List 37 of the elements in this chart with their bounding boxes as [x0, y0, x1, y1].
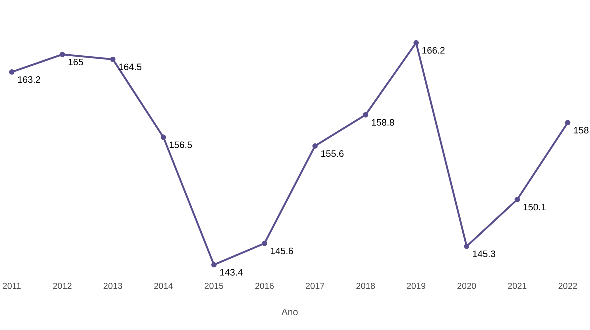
point	[514, 197, 520, 202]
x-tick-label: 2022	[558, 283, 578, 290]
x-tick-label: 2016	[256, 283, 274, 290]
point	[464, 244, 470, 250]
data-label: 156.5	[170, 142, 192, 148]
x-tick-label: 2012	[53, 283, 72, 290]
x-tick-label: 2018	[356, 283, 376, 290]
data-label: 150.1	[524, 204, 546, 211]
point	[9, 70, 15, 75]
data-label: 145.6	[271, 248, 294, 254]
x-tick-label: 2021	[508, 283, 527, 290]
data-label: 163.2	[18, 76, 40, 84]
point	[110, 56, 116, 62]
data-label: 166.2	[422, 47, 445, 54]
x-tick-label: 2013	[104, 283, 122, 290]
point	[565, 120, 571, 126]
x-tick-label: 2011	[3, 283, 21, 290]
point	[60, 52, 66, 58]
point	[212, 262, 217, 268]
x-tick-label: 2019	[407, 283, 426, 290]
data-label: 158	[574, 127, 589, 134]
point	[312, 144, 318, 149]
data-label: 143.4	[220, 269, 243, 276]
x-tick-label: 2014	[154, 283, 174, 290]
data-label: 145.3	[473, 250, 496, 258]
x-axis-title: Ano	[282, 309, 298, 316]
point	[262, 240, 268, 246]
data-label: 165	[68, 58, 84, 66]
point	[363, 112, 368, 118]
x-tick-label: 2020	[458, 283, 476, 290]
data-label: 155.6	[322, 150, 344, 158]
point	[160, 134, 166, 140]
point	[414, 40, 420, 46]
data-label: 158.8	[372, 119, 394, 126]
x-tick-label: 2015	[204, 283, 224, 290]
data-label: 164.5	[119, 64, 142, 70]
x-tick-label: 2017	[306, 283, 324, 290]
